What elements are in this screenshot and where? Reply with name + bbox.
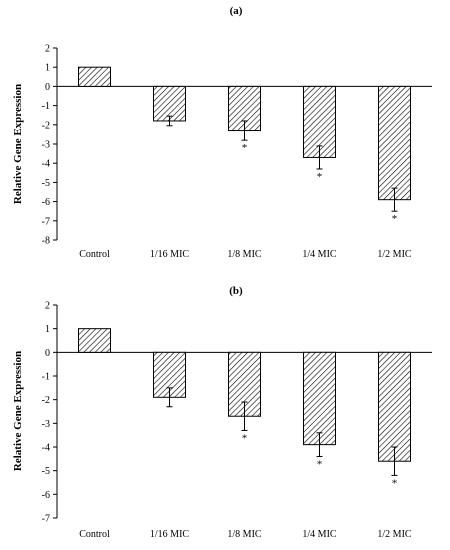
x-tick-label: 1/8 MIC (227, 529, 262, 540)
bars-a: * * * (57, 66, 432, 225)
bar (378, 85, 411, 201)
bar (78, 66, 111, 87)
x-tick-label: 1/8 MIC (227, 249, 262, 260)
bars-b: * * * (57, 328, 432, 489)
y-axis-label-a: Relative Gene Expression (12, 84, 24, 204)
bar (303, 351, 336, 446)
significance-mark: * (392, 213, 398, 225)
chart-title-b: (b) (229, 285, 243, 297)
x-tick-label: Control (79, 249, 110, 260)
y-tick-label: -7 (42, 514, 50, 525)
y-tick-label: -4 (42, 443, 50, 454)
significance-mark: * (392, 477, 398, 489)
x-tick-labels-a: Control 1/16 MIC 1/8 MIC 1/4 MIC 1/2 MIC (79, 249, 412, 260)
x-tick-label: Control (79, 529, 110, 540)
y-ticks-a: 2 1 0 -1 -2 -3 -4 -5 -6 -7 -8 (42, 44, 58, 247)
y-tick-label: -3 (42, 419, 50, 430)
significance-mark: * (242, 432, 248, 444)
x-tick-label: 1/16 MIC (150, 529, 190, 540)
y-tick-label: -5 (42, 466, 50, 477)
y-tick-label: -6 (42, 490, 50, 501)
y-tick-label: -3 (42, 140, 50, 151)
significance-mark: * (317, 171, 323, 183)
x-tick-label: 1/16 MIC (150, 249, 190, 260)
bar (153, 85, 186, 122)
y-tick-label: 2 (45, 44, 50, 55)
significance-mark: * (242, 142, 248, 154)
x-tick-label: 1/2 MIC (377, 249, 412, 260)
y-tick-label: -1 (42, 372, 50, 383)
y-tick-label: -2 (42, 395, 50, 406)
x-tick-label: 1/4 MIC (302, 249, 337, 260)
x-tick-label: 1/4 MIC (302, 529, 337, 540)
significance-mark: * (317, 458, 323, 470)
x-tick-labels-b: Control 1/16 MIC 1/8 MIC 1/4 MIC 1/2 MIC (79, 529, 412, 540)
y-tick-label: -8 (42, 236, 50, 247)
panel-a: (a) Relative Gene Expression 2 1 0 -1 -2 -3 -4… (12, 5, 432, 260)
bar (378, 351, 411, 462)
y-tick-label: 0 (45, 348, 50, 359)
y-tick-label: -6 (42, 197, 50, 208)
y-tick-label: -1 (42, 101, 50, 112)
x-tick-label: 1/2 MIC (377, 529, 412, 540)
panel-b: (b) Relative Gene Expression 2 1 0 -1 -2 -3 -4… (12, 285, 432, 540)
y-tick-label: -7 (42, 216, 50, 227)
y-tick-label: 1 (45, 63, 50, 74)
y-tick-label: 2 (45, 301, 50, 312)
y-tick-label: 1 (45, 324, 50, 335)
y-tick-label: -2 (42, 120, 50, 131)
bar (78, 328, 111, 353)
y-ticks-b: 2 1 0 -1 -2 -3 -4 -5 -6 -7 (42, 301, 58, 525)
y-tick-label: -5 (42, 178, 50, 189)
chart-title-a: (a) (230, 5, 243, 17)
y-tick-label: -4 (42, 159, 50, 170)
y-tick-label: 0 (45, 82, 50, 93)
y-axis-label-b: Relative Gene Expression (12, 351, 24, 471)
